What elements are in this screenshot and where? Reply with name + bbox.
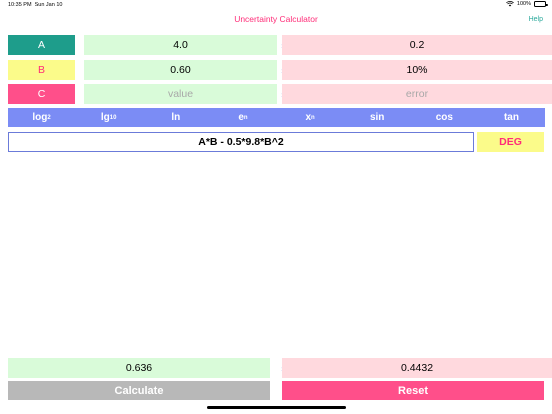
exp-label: e (238, 112, 244, 123)
expression-input[interactable]: A*B - 0.5*9.8*B^2 (8, 132, 474, 152)
status-time: 10:35 PM (8, 2, 32, 8)
power-superscript: n (311, 114, 315, 121)
error-input-b[interactable]: 10% (282, 60, 552, 80)
error-input-a[interactable]: 0.2 (282, 35, 552, 55)
tan-button[interactable]: tan (503, 112, 519, 123)
lg10-button[interactable]: lg 10 (75, 108, 142, 127)
sin-button[interactable]: sin (369, 112, 385, 123)
home-indicator[interactable] (207, 406, 346, 409)
navigation-bar: Uncertainty Calculator Help (0, 10, 552, 30)
page-title: Uncertainty Calculator (234, 14, 318, 24)
battery-icon (534, 1, 548, 7)
help-button[interactable]: Help (528, 16, 543, 23)
angle-mode-toggle[interactable]: DEG (477, 132, 544, 152)
variable-label-a[interactable]: A (8, 35, 75, 55)
variable-row-a: A 4.0 ± 0.2 (8, 35, 552, 55)
log2-subscript: 2 (47, 114, 51, 121)
variable-row-c: C value ± error (8, 84, 552, 104)
log2-label: log (32, 112, 48, 123)
ln-button[interactable]: ln (171, 112, 181, 123)
result-row: 0.636 ± 0.4432 (8, 358, 552, 378)
status-bar: 10:35 PM Sun Jan 10 100% (0, 0, 552, 10)
result-error: 0.4432 (282, 358, 552, 378)
value-input-a[interactable]: 4.0 (84, 35, 277, 55)
variable-label-c[interactable]: C (8, 84, 75, 104)
log2-button[interactable]: log 2 (8, 108, 75, 127)
exp-superscript: n (243, 114, 248, 121)
variable-label-b[interactable]: B (8, 60, 75, 80)
error-input-c[interactable]: error (282, 84, 552, 104)
status-right: 100% (506, 1, 548, 7)
calculate-button[interactable]: Calculate (8, 381, 270, 400)
lg10-label: lg (100, 112, 110, 123)
battery-percent: 100% (516, 1, 531, 7)
variable-row-b: B 0.60 ± 10% (8, 60, 552, 80)
power-label: x (305, 112, 311, 123)
result-value: 0.636 (8, 358, 270, 378)
status-date: Sun Jan 10 (34, 2, 63, 8)
reset-button[interactable]: Reset (282, 381, 544, 400)
value-input-b[interactable]: 0.60 (84, 60, 277, 80)
lg10-subscript: 10 (109, 114, 117, 121)
cos-button[interactable]: cos (435, 112, 453, 123)
status-time-date: 10:35 PM Sun Jan 10 (8, 2, 62, 8)
wifi-icon (506, 1, 514, 7)
value-input-c[interactable]: value (84, 84, 277, 104)
